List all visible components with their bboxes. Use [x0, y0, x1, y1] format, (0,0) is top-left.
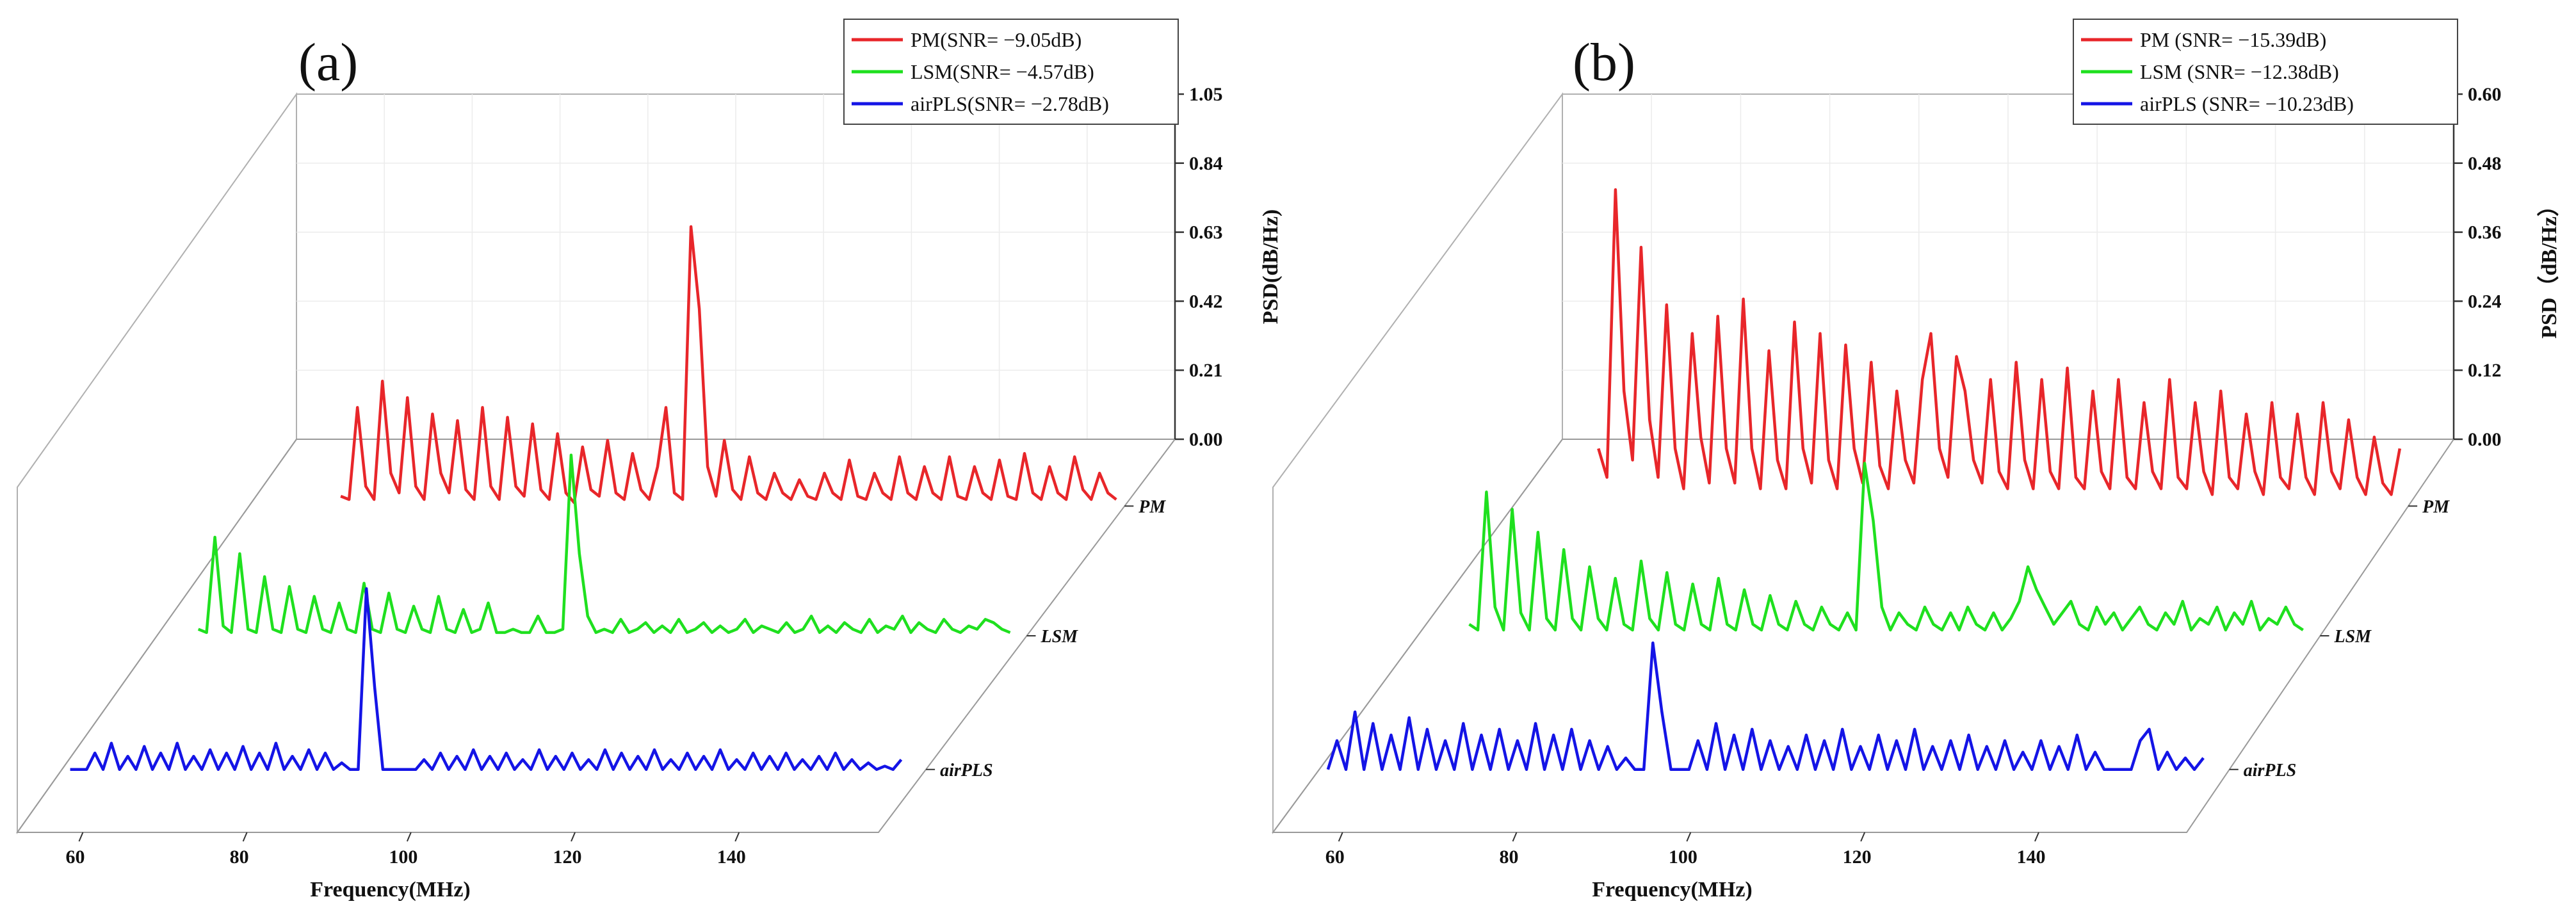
z-tick-label: 0.12 [2468, 360, 2502, 381]
legend-entry-lsm: LSM(SNR= −4.57dB) [911, 60, 1094, 83]
series-pm: PM [340, 225, 1166, 517]
x-tick [242, 832, 248, 842]
floor-plane [16, 439, 1177, 833]
z-tick-label: 0.60 [2468, 84, 2502, 105]
series-lsm: LSM [1468, 462, 2372, 647]
legend-box [2073, 19, 2458, 125]
x-tick-label: 80 [1500, 846, 1519, 868]
x-tick [1338, 832, 1343, 842]
x-tick-label: 120 [553, 846, 582, 868]
series-line-pm [340, 225, 1117, 505]
series-airpls: airPLS [1326, 641, 2296, 781]
x-tick-label: 140 [2016, 846, 2045, 868]
left-wall [1272, 92, 1563, 835]
depth-label-airpls: airPLS [940, 761, 992, 781]
x-tick [78, 832, 84, 842]
series-line-airpls [1326, 641, 2205, 772]
depth-label-pm: PM [2422, 497, 2450, 517]
z-tick-label: 0.00 [2468, 429, 2502, 450]
depth-label-airpls: airPLS [2244, 761, 2296, 781]
legend-entry-lsm: LSM (SNR= −12.38dB) [2140, 60, 2339, 83]
axes-frame: 0.00 0.12 0.24 0.36 0.48 0.60 PSD（dB/Hz） 60 80 10… [1272, 84, 2561, 902]
z-axis-label: PSD（dB/Hz） [2536, 195, 2561, 339]
z-tick-label: 0.84 [1189, 153, 1223, 174]
x-tick [1860, 832, 1866, 842]
panel-letter: (b) [1573, 33, 1635, 92]
z-tick-label: 0.48 [2468, 153, 2502, 174]
x-tick-label: 120 [1843, 846, 1872, 868]
z-tick-label: 0.42 [1189, 291, 1223, 312]
z-tick-label: 0.24 [2468, 291, 2502, 312]
x-tick-label: 80 [230, 846, 249, 868]
x-tick-label: 100 [389, 846, 417, 868]
x-tick [571, 832, 576, 842]
z-tick-label: 0.21 [1189, 360, 1223, 381]
x-tick-label: 100 [1669, 846, 1697, 868]
z-tick-label: 0.00 [1189, 429, 1223, 450]
z-tick-label: 1.05 [1189, 84, 1223, 105]
legend: PM (SNR= −15.39dB) LSM (SNR= −12.38dB) air… [2073, 19, 2458, 125]
x-tick-label: 60 [65, 846, 85, 868]
x-axis-label: Frequency(MHz) [310, 878, 471, 902]
x-tick [406, 832, 412, 842]
x-tick-label: 60 [1325, 846, 1345, 868]
series-line-airpls [70, 587, 903, 772]
legend: PM(SNR= −9.05dB) LSM(SNR= −4.57dB) airPLS(… [843, 19, 1179, 125]
z-axis-label: PSD(dB/Hz) [1259, 209, 1283, 324]
series-pm: PM [1597, 188, 2450, 517]
depth-label-pm: PM [1138, 497, 1166, 517]
chart-panel-a: 0.00 0.21 0.42 0.63 0.84 1.05 PSD(dB/Hz) 60 80 10… [16, 19, 1283, 902]
x-axis-label: Frequency(MHz) [1592, 878, 1753, 902]
chart-panel-b: 0.00 0.12 0.24 0.36 0.48 0.60 PSD（dB/Hz） 60 80 10… [1272, 19, 2561, 902]
z-tick-label: 0.63 [1189, 222, 1223, 243]
z-tick-label: 0.36 [2468, 222, 2502, 243]
x-tick [1686, 832, 1692, 842]
legend-entry-pm: PM(SNR= −9.05dB) [911, 28, 1081, 51]
x-tick [2034, 832, 2039, 842]
depth-label-lsm: LSM [1041, 627, 1079, 647]
x-tick [1512, 832, 1518, 842]
series-line-lsm [1468, 462, 2304, 632]
left-wall [17, 92, 297, 835]
x-tick-label: 140 [717, 846, 746, 868]
series-line-lsm [197, 453, 1011, 635]
legend-entry-airpls: airPLS(SNR= −2.78dB) [911, 92, 1109, 115]
legend-entry-airpls: airPLS (SNR= −10.23dB) [2140, 92, 2354, 115]
depth-label-lsm: LSM [2334, 627, 2372, 647]
axes-frame: 0.00 0.21 0.42 0.63 0.84 1.05 PSD(dB/Hz) 60 80 10… [16, 84, 1283, 902]
series-line-pm [1597, 188, 2402, 496]
series-airpls: airPLS [70, 587, 993, 781]
series-lsm: LSM [197, 453, 1079, 647]
x-tick [734, 832, 740, 842]
panel-letter: (a) [298, 33, 358, 92]
legend-entry-pm: PM (SNR= −15.39dB) [2140, 28, 2326, 51]
